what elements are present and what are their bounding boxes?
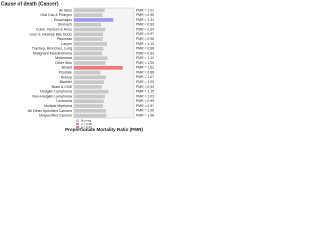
y-tick-label: Pancreas	[57, 37, 72, 41]
y-tick-label: Trachea, Bronchus, Lung	[32, 47, 72, 51]
value-label: PMR = 1.12	[136, 56, 154, 60]
y-tick-label: Stomach	[58, 23, 72, 27]
bar	[74, 18, 114, 22]
y-tick-label: Other Skin	[55, 61, 72, 65]
chart: Cause of death (Cancer) Proportionate Mo…	[1, 1, 154, 132]
y-tick-label: Melanoma	[55, 56, 72, 60]
bar	[74, 113, 107, 118]
bar	[74, 104, 104, 108]
y-tick-label: Liver & Intrahep Bile Ducts	[29, 32, 72, 36]
bar	[74, 99, 104, 104]
value-label: PMR = 1.10	[136, 42, 154, 46]
legend-label: Non-sig	[81, 119, 92, 123]
value-label: PMR = 1.31	[136, 18, 154, 22]
bar	[74, 8, 105, 13]
bar	[74, 13, 103, 17]
value-label: PMR = 1.06	[136, 109, 154, 113]
bar	[74, 70, 101, 75]
value-label: PMR = 1.62	[136, 66, 154, 70]
legend-swatch	[76, 119, 79, 122]
bar	[74, 56, 108, 61]
page: {"chart_data": {"type": "bar", "orientat…	[1, 1, 155, 133]
x-axis-label: Proportionate Mortality Ratio (PMR)	[65, 127, 143, 132]
value-label: PMR = 0.94	[136, 85, 154, 89]
value-label: PMR = 1.15	[136, 90, 154, 94]
bar	[74, 51, 102, 56]
value-label: PMR = 1.04	[136, 27, 154, 31]
y-tick-label: Leukemia	[56, 99, 72, 103]
value-label: PMR = 0.97	[136, 104, 154, 108]
legend-swatch	[76, 125, 79, 129]
y-tick-label: Breast	[62, 66, 72, 70]
y-tick-label: Non-Hodgkin Lymphoma	[32, 94, 72, 98]
bar	[74, 94, 105, 99]
y-tick-label: Malignant Mesothelioma	[33, 51, 72, 55]
y-tick-label: Multiple Myeloma	[44, 104, 72, 108]
value-label: PMR = 1.05	[136, 61, 154, 65]
value-label: PMR = 1.08	[136, 113, 154, 117]
value-label: PMR = 0.96	[136, 37, 154, 41]
legend-label: p < 0.01	[81, 125, 92, 129]
value-label: PMR = 0.99	[136, 99, 154, 103]
y-tick-label: Colon, Rectum & Anus	[36, 27, 72, 31]
value-label: PMR = 0.88	[136, 70, 154, 74]
y-tick-label: All Sites	[59, 8, 72, 12]
value-label: PMR = 0.95	[136, 13, 154, 17]
value-label: PMR = 1.02	[136, 8, 154, 12]
bar	[74, 27, 106, 32]
bar	[74, 61, 106, 65]
bar	[74, 32, 104, 37]
bar	[74, 42, 107, 46]
bar	[74, 75, 107, 80]
value-label: PMR = 0.98	[136, 47, 154, 51]
y-tick-label: All Other Specified Cancers	[28, 109, 72, 113]
bar	[74, 22, 101, 27]
y-tick-label: Bladder	[60, 80, 73, 84]
value-label: PMR = 1.07	[136, 75, 154, 79]
bar	[74, 109, 106, 113]
value-label: PMR = 0.90	[136, 23, 154, 27]
value-label: PMR = 1.00	[136, 80, 154, 84]
bar	[74, 65, 123, 70]
chart-title: Cause of death (Cancer)	[1, 1, 59, 7]
legend-label: p < 0.05	[81, 122, 92, 126]
y-tick-label: Unspecified Cancers	[39, 114, 72, 118]
bar	[74, 37, 103, 41]
y-tick-label: Esophagus	[54, 18, 72, 22]
value-label: PMR = 1.03	[136, 94, 154, 98]
value-label: PMR = 0.97	[136, 32, 154, 36]
y-tick-label: Larynx	[61, 42, 72, 46]
y-tick-label: Hodgkin Lymphoma	[40, 90, 72, 94]
value-label: PMR = 0.93	[136, 51, 154, 55]
bar	[74, 85, 103, 89]
y-tick-label: Kidney	[61, 75, 72, 79]
bar	[74, 89, 109, 94]
bar	[74, 46, 104, 51]
bar	[74, 80, 104, 84]
y-tick-label: Brain & CNS	[52, 85, 73, 89]
legend-swatch	[76, 122, 79, 126]
y-tick-label: Oral Cav & Pharynx	[40, 13, 72, 17]
y-tick-label: Prostate	[59, 71, 72, 75]
